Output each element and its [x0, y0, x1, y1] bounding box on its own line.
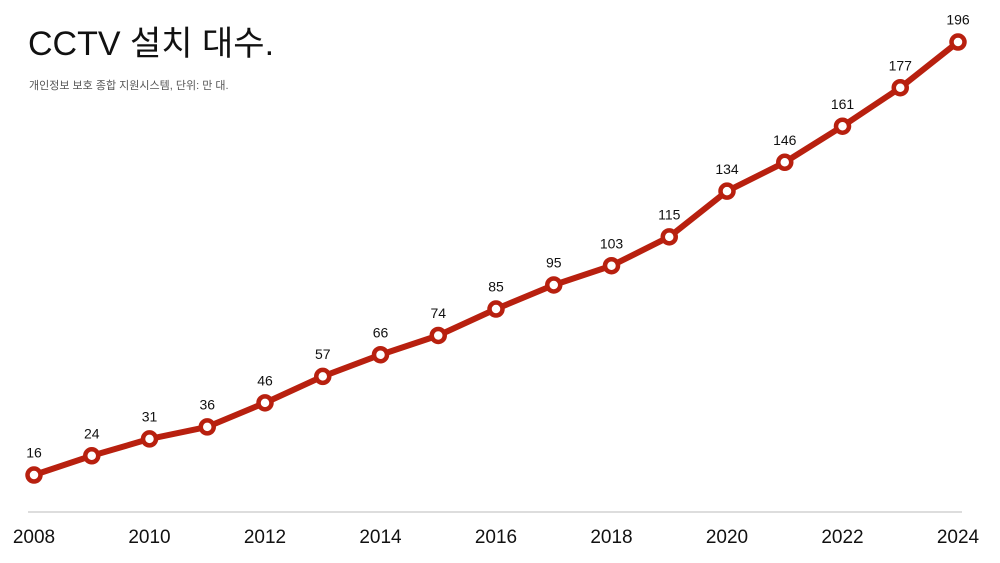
data-label: 103 — [600, 235, 624, 251]
data-point — [371, 345, 390, 364]
data-label: 74 — [430, 305, 446, 321]
data-point — [198, 418, 216, 436]
data-label: 95 — [546, 255, 562, 271]
x-tick-label: 2024 — [937, 527, 980, 548]
x-tick-label: 2010 — [128, 527, 170, 548]
x-tick-label: 2022 — [821, 527, 863, 548]
data-point — [949, 33, 967, 51]
data-label: 31 — [142, 409, 158, 425]
data-point — [602, 256, 621, 275]
data-label: 161 — [831, 96, 855, 112]
data-label: 85 — [488, 279, 504, 295]
chart-subtitle: 개인정보 보호 종합 지원시스템, 단위: 만 대. — [29, 79, 229, 92]
x-tick-label: 2014 — [359, 527, 402, 548]
data-point — [833, 117, 852, 135]
data-point — [140, 430, 159, 448]
data-label: 57 — [315, 346, 331, 362]
data-point — [776, 153, 794, 172]
data-point — [314, 367, 332, 386]
chart-title: CCTV 설치 대수. — [28, 25, 274, 63]
data-line — [33, 39, 960, 478]
data-point — [83, 447, 101, 465]
data-label: 24 — [84, 425, 100, 441]
data-label: 46 — [257, 373, 273, 389]
x-tick-label: 2008 — [13, 527, 55, 548]
data-point — [660, 228, 678, 246]
data-point — [256, 394, 274, 412]
data-point — [891, 78, 909, 97]
data-point — [545, 276, 563, 294]
data-point — [718, 182, 736, 200]
data-label: 36 — [199, 397, 215, 413]
x-tick-label: 2012 — [244, 527, 286, 548]
data-label: 16 — [26, 445, 42, 461]
data-label: 196 — [946, 12, 970, 28]
data-label: 134 — [715, 161, 739, 177]
data-point — [429, 326, 447, 345]
data-point — [25, 466, 43, 484]
data-label: 146 — [773, 132, 797, 148]
x-tick-label: 2018 — [590, 527, 632, 548]
x-tick-label: 2020 — [706, 527, 748, 548]
data-label: 115 — [658, 207, 681, 223]
data-label: 66 — [373, 324, 389, 340]
data-label: 177 — [889, 57, 913, 73]
data-point — [487, 300, 505, 318]
x-tick-label: 2016 — [475, 527, 517, 548]
